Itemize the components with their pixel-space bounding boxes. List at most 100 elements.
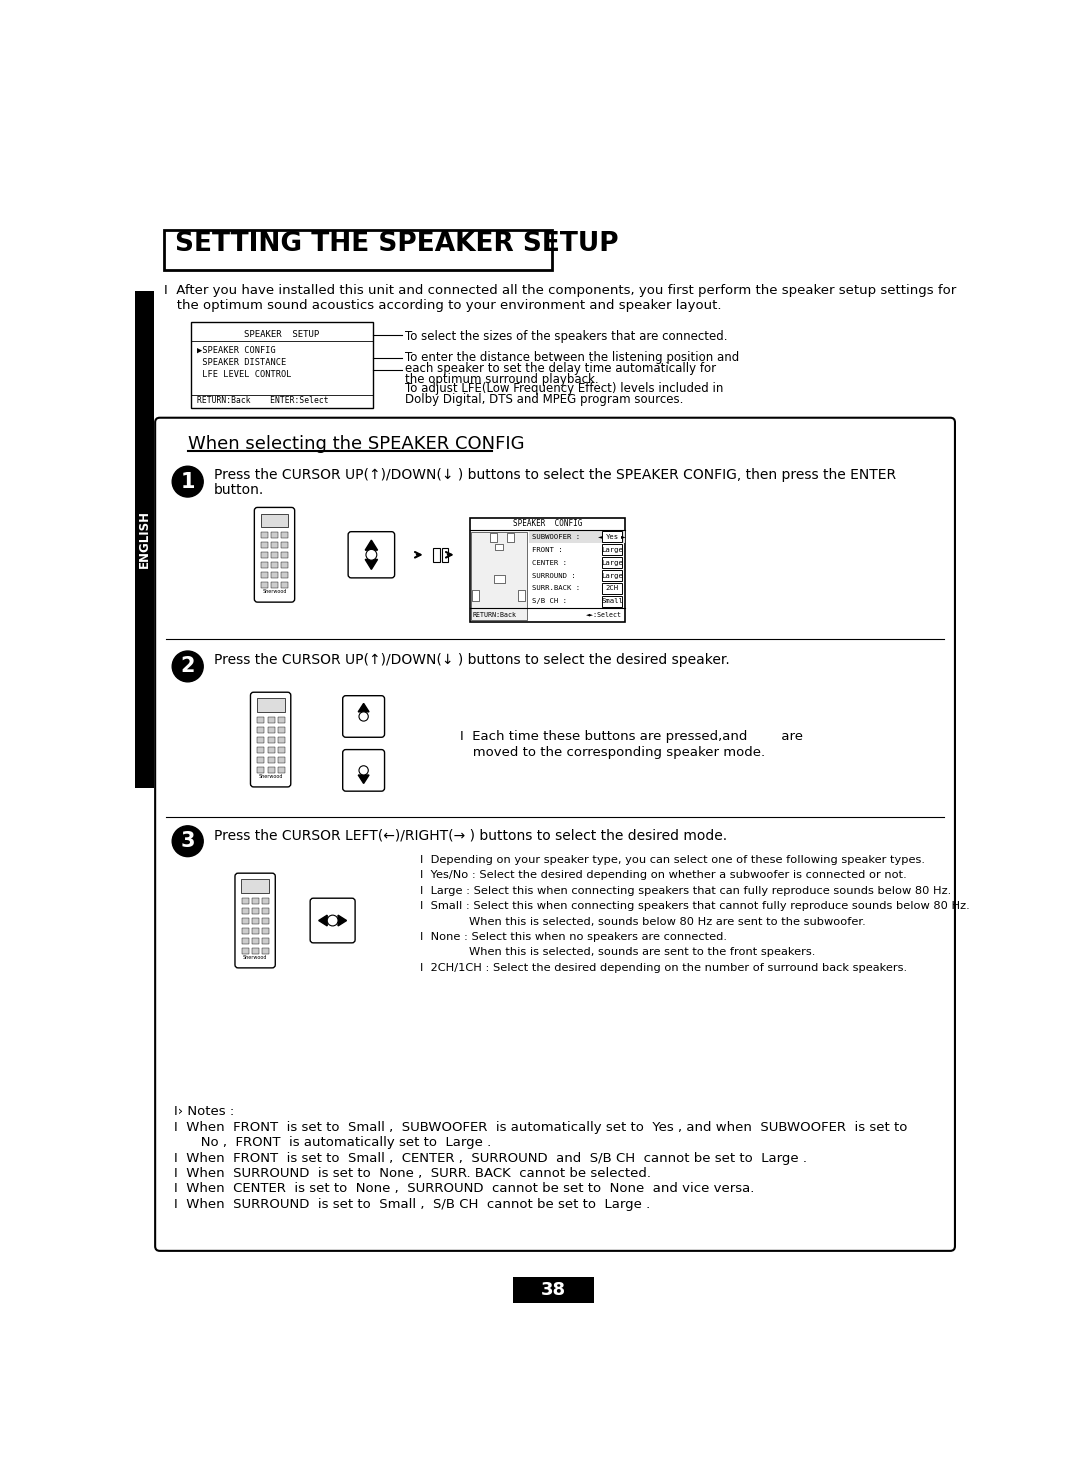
FancyBboxPatch shape	[342, 695, 384, 737]
Bar	[257, 747, 265, 753]
Text: ◄: ◄	[597, 534, 603, 540]
Text: SPEAKER  SETUP: SPEAKER SETUP	[244, 330, 320, 339]
Bar	[271, 532, 279, 538]
Bar	[261, 572, 268, 578]
Text: SETTING THE SPEAKER SETUP: SETTING THE SPEAKER SETUP	[175, 231, 619, 257]
Bar	[241, 880, 269, 893]
Bar	[262, 948, 269, 954]
Text: RETURN:Back    ENTER:Select: RETURN:Back ENTER:Select	[197, 396, 328, 405]
Polygon shape	[359, 775, 369, 784]
Text: SPEAKER DISTANCE: SPEAKER DISTANCE	[197, 358, 286, 367]
Text: Large: Large	[602, 572, 623, 578]
Text: I  Large : Select this when connecting speakers that can fully reproduce sounds : I Large : Select this when connecting sp…	[420, 886, 951, 896]
Text: Press the CURSOR UP(↑)/DOWN(↓ ) buttons to select the SPEAKER CONFIG, then press: Press the CURSOR UP(↑)/DOWN(↓ ) buttons …	[214, 467, 896, 482]
Text: LFE LEVEL CONTROL: LFE LEVEL CONTROL	[197, 370, 292, 379]
FancyBboxPatch shape	[348, 531, 394, 578]
Text: Large: Large	[602, 547, 623, 553]
Text: 3: 3	[180, 831, 195, 852]
Bar	[442, 547, 448, 562]
Bar	[282, 583, 288, 589]
Text: I  When  SURROUND  is set to  None ,  SURR. BACK  cannot be selected.: I When SURROUND is set to None , SURR. B…	[174, 1167, 651, 1180]
Circle shape	[359, 766, 368, 775]
Bar	[252, 938, 259, 944]
Bar	[262, 927, 269, 935]
Text: Sherwood: Sherwood	[262, 589, 287, 595]
Bar	[252, 908, 259, 914]
Text: I  When  FRONT  is set to  Small ,  CENTER ,  SURROUND  and  S/B CH  cannot be s: I When FRONT is set to Small , CENTER , …	[174, 1152, 807, 1164]
Bar	[135, 291, 154, 788]
Text: ◄►:Select: ◄►:Select	[586, 612, 622, 618]
Text: Press the CURSOR LEFT(←)/RIGHT(→ ) buttons to select the desired mode.: Press the CURSOR LEFT(←)/RIGHT(→ ) butto…	[214, 828, 727, 842]
Text: each speaker to set the delay time automatically for: each speaker to set the delay time autom…	[405, 362, 717, 376]
Circle shape	[327, 916, 338, 926]
Text: To adjust LFE(Low Frequency Effect) levels included in: To adjust LFE(Low Frequency Effect) leve…	[405, 382, 724, 395]
Text: When selecting the SPEAKER CONFIG: When selecting the SPEAKER CONFIG	[188, 435, 524, 453]
Bar	[261, 583, 268, 589]
Text: CENTER :: CENTER :	[531, 559, 567, 565]
Bar	[470, 518, 625, 621]
Text: I  2CH/1CH : Select the desired depending on the number of surround back speaker: I 2CH/1CH : Select the desired depending…	[420, 963, 907, 973]
Text: I  When  FRONT  is set to  Small ,  SUBWOOFER  is automatically set to  Yes , an: I When FRONT is set to Small , SUBWOOFER…	[174, 1121, 907, 1134]
Bar	[603, 531, 622, 543]
Text: To select the sizes of the speakers that are connected.: To select the sizes of the speakers that…	[405, 330, 728, 343]
Text: 2CH: 2CH	[606, 586, 619, 592]
Text: When this is selected, sounds below 80 Hz are sent to the subwoofer.: When this is selected, sounds below 80 H…	[440, 917, 865, 927]
Bar	[268, 768, 274, 774]
Bar	[513, 1276, 594, 1303]
Bar	[603, 544, 622, 555]
Bar	[472, 590, 480, 600]
Text: SPEAKER  CONFIG: SPEAKER CONFIG	[513, 519, 582, 528]
Bar	[268, 717, 274, 723]
Bar	[268, 757, 274, 763]
Bar	[268, 747, 274, 753]
Bar	[603, 596, 622, 608]
Text: I  After you have installed this unit and connected all the components, you firs: I After you have installed this unit and…	[164, 284, 957, 297]
Bar	[242, 898, 248, 904]
Text: I  When  CENTER  is set to  None ,  SURROUND  cannot be set to  None  and vice v: I When CENTER is set to None , SURROUND …	[174, 1182, 754, 1195]
Text: S/B CH :: S/B CH :	[531, 599, 567, 605]
Text: Large: Large	[602, 559, 623, 565]
Bar	[262, 918, 269, 924]
Bar	[603, 583, 622, 595]
Bar	[252, 948, 259, 954]
Circle shape	[172, 651, 203, 682]
FancyBboxPatch shape	[342, 750, 384, 791]
Bar	[164, 229, 552, 269]
Bar	[262, 938, 269, 944]
Text: ►: ►	[621, 534, 625, 540]
Text: Dolby Digital, DTS and MPEG program sources.: Dolby Digital, DTS and MPEG program sour…	[405, 393, 684, 407]
Bar	[262, 908, 269, 914]
Bar	[278, 737, 284, 742]
Bar	[271, 562, 279, 568]
Bar	[242, 908, 248, 914]
Bar	[278, 757, 284, 763]
Text: SURR.BACK :: SURR.BACK :	[531, 586, 580, 592]
Text: I› Notes :: I› Notes :	[174, 1105, 234, 1118]
Bar	[252, 918, 259, 924]
Bar	[271, 552, 279, 558]
Bar	[496, 544, 503, 550]
Bar	[257, 717, 265, 723]
Bar	[257, 737, 265, 742]
Bar	[278, 726, 284, 734]
Text: FRONT :: FRONT :	[531, 547, 563, 553]
Text: Sherwood: Sherwood	[258, 774, 283, 778]
Bar	[603, 556, 622, 568]
Polygon shape	[365, 540, 378, 550]
Bar	[271, 543, 279, 549]
Polygon shape	[319, 916, 327, 926]
Bar	[282, 572, 288, 578]
Text: Yes: Yes	[606, 534, 619, 540]
Circle shape	[172, 466, 203, 497]
Bar	[242, 948, 248, 954]
Polygon shape	[338, 916, 347, 926]
Bar	[260, 513, 288, 528]
Text: 2: 2	[180, 657, 195, 676]
Text: I  When  SURROUND  is set to  Small ,  S/B CH  cannot be set to  Large .: I When SURROUND is set to Small , S/B CH…	[174, 1198, 650, 1211]
Bar	[603, 569, 622, 581]
Bar	[282, 562, 288, 568]
Bar	[471, 531, 527, 620]
Text: I  Yes/No : Select the desired depending on whether a subwoofer is connected or : I Yes/No : Select the desired depending …	[420, 871, 907, 880]
Text: 38: 38	[541, 1281, 566, 1299]
Bar	[252, 927, 259, 935]
